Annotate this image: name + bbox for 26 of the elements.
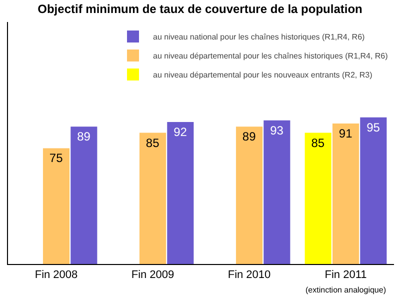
legend-label: au niveau départemental pour les chaînes historiques (R1,R4, R6) [153, 52, 388, 61]
data-label: 93 [270, 123, 284, 138]
data-label: 89 [242, 130, 256, 144]
data-label: 95 [366, 120, 380, 134]
data-label: 92 [174, 124, 188, 139]
bar [70, 126, 98, 264]
bar [332, 124, 360, 264]
bar [167, 122, 194, 264]
data-label: 89 [77, 130, 91, 144]
data-label: 85 [146, 136, 160, 150]
x-tick-label: Fin 2011 (extinction analogique) [306, 269, 386, 294]
bar [264, 120, 290, 264]
chart-title: Objectif minimum de taux de couverture de la population [38, 2, 362, 16]
bar [360, 117, 387, 264]
bar [139, 132, 166, 264]
bar [304, 132, 332, 264]
bar [42, 148, 70, 264]
x-tick-label: Fin 2008 [34, 269, 78, 282]
x-tick-label: Fin 2009 [131, 269, 174, 282]
bar [236, 126, 263, 264]
legend-label: au niveau départemental pour les nouveaux entrants (R2, R3) [153, 70, 373, 80]
data-label: 75 [49, 151, 64, 166]
x-tick-label: Fin 2010 [228, 269, 271, 282]
data-label: 91 [338, 126, 353, 141]
data-label: 85 [311, 136, 325, 150]
legend-label: au niveau national pour les chaînes historiques (R1,R4, R6) [153, 32, 366, 42]
